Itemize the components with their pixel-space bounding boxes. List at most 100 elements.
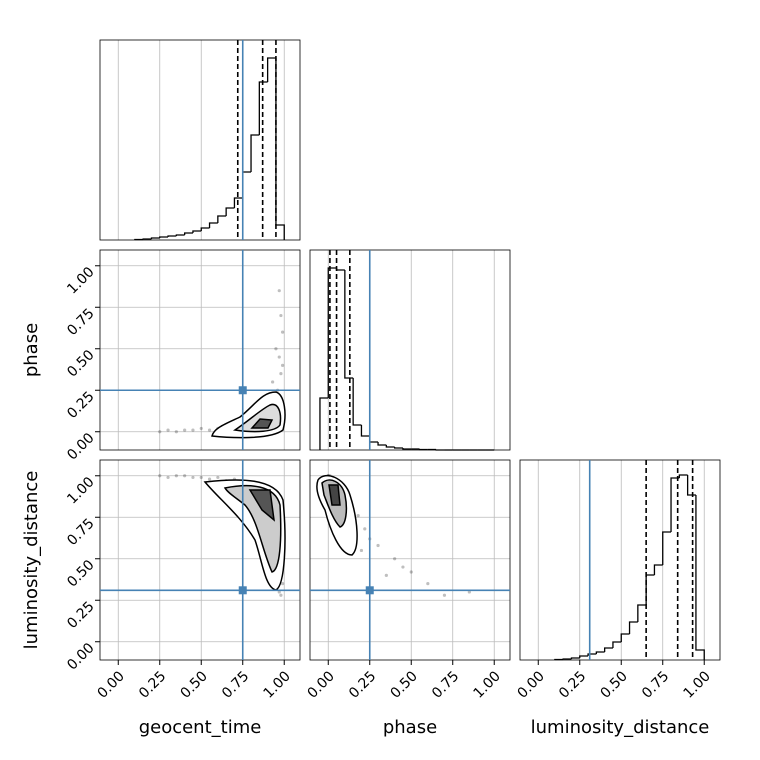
sample-point	[199, 475, 203, 480]
hist-bin	[192, 230, 202, 233]
hist-bin	[377, 442, 387, 446]
hist-bin	[275, 58, 285, 240]
hist-bin	[225, 207, 235, 216]
sample-point	[174, 430, 178, 434]
sample-point	[409, 570, 413, 574]
sample-point	[401, 565, 405, 569]
truth-marker	[238, 386, 247, 395]
hist-bin	[150, 237, 160, 239]
x-tick-label: 0.50	[388, 668, 421, 701]
sample-point	[207, 477, 212, 481]
truth-marker	[365, 586, 374, 595]
sample-point	[277, 355, 281, 359]
sample-point	[158, 430, 162, 434]
hist-bin	[159, 236, 169, 238]
hist-bin	[250, 134, 260, 172]
hist-bin	[402, 448, 412, 450]
sample-point	[376, 543, 380, 548]
x-axis-label: luminosity_distance	[531, 717, 710, 738]
sample-point	[467, 590, 471, 594]
sample-point	[442, 593, 447, 597]
sample-point	[207, 428, 212, 432]
sample-point	[279, 313, 283, 318]
y-tick-label: 0.25	[64, 389, 97, 422]
hist-bin	[233, 197, 243, 208]
panel-frame	[309, 459, 511, 661]
hist-bin	[595, 651, 605, 654]
hist-bin	[637, 604, 647, 622]
y-tick-label: 0.75	[64, 516, 97, 549]
x-tick-label: 0.75	[219, 668, 252, 701]
panel-frame	[99, 249, 301, 451]
sample-point	[280, 330, 285, 334]
contour	[250, 418, 274, 429]
x-tick-label: 0.75	[639, 668, 672, 701]
hist-bin	[369, 436, 379, 443]
sample-point	[183, 474, 187, 478]
hist-bin	[645, 574, 655, 605]
sample-point	[393, 557, 397, 561]
y-tick-label: 0.00	[64, 640, 97, 673]
scatter-layer	[158, 289, 471, 597]
sample-point	[274, 347, 278, 351]
truth-marker	[238, 586, 247, 595]
sample-point	[279, 593, 283, 597]
x-tick-label: 0.50	[598, 668, 631, 701]
hist-bin	[175, 234, 185, 236]
x-tick-label: 1.00	[681, 668, 714, 701]
y-tick-label: 1.00	[64, 264, 97, 297]
sample-point	[384, 573, 388, 577]
x-tick-label: 0.75	[429, 668, 462, 701]
x-tick-label: 0.25	[346, 668, 379, 701]
sample-point	[199, 426, 203, 431]
hist-bin	[603, 647, 613, 652]
panel-frame	[309, 249, 511, 451]
x-tick-label: 1.00	[261, 668, 294, 701]
hist-bin	[628, 621, 638, 634]
x-tick-label: 0.50	[178, 668, 211, 701]
y-tick-label: 0.00	[64, 430, 97, 463]
y-tick-label: 0.25	[64, 599, 97, 632]
x-tick-label: 0.00	[305, 668, 338, 701]
sample-point	[280, 363, 285, 367]
hist-bin	[352, 378, 362, 426]
sample-point	[183, 428, 187, 432]
hist-bin	[167, 235, 177, 237]
hist-bin	[612, 641, 622, 648]
hist-bin	[258, 81, 268, 135]
sample-point	[191, 428, 195, 432]
sample-point	[426, 582, 430, 586]
hist-bin	[620, 633, 630, 642]
sample-point	[271, 380, 275, 384]
hist-bin	[686, 475, 696, 496]
x-tick-label: 0.00	[95, 668, 128, 701]
hist-bin	[435, 449, 445, 451]
panel-frame	[519, 459, 721, 661]
x-axis-label: phase	[383, 717, 437, 738]
panel-frame	[99, 39, 301, 241]
x-tick-label: 0.00	[515, 668, 548, 701]
sample-point	[158, 474, 162, 478]
hist-bin	[678, 474, 688, 478]
overlay-layer: 0.000.250.500.751.00phase0.000.000.250.2…	[21, 39, 721, 738]
hist-bin	[266, 57, 276, 82]
y-tick-label: 0.50	[64, 347, 97, 380]
sample-point	[359, 548, 364, 553]
hist-bin	[653, 564, 663, 575]
hist-bin	[217, 215, 227, 223]
hist-bin	[587, 653, 597, 656]
sample-point	[279, 372, 283, 376]
hist-bin	[393, 447, 403, 449]
y-axis-label: luminosity_distance	[21, 471, 42, 650]
sample-point	[166, 475, 170, 480]
hist-bin	[360, 425, 370, 437]
x-tick-label: 1.00	[471, 668, 504, 701]
y-axis-label: phase	[21, 323, 42, 377]
sample-point	[363, 527, 367, 531]
hist-bin	[418, 448, 428, 451]
y-tick-label: 1.00	[64, 474, 97, 507]
panel-frame	[99, 459, 301, 661]
hist-bin	[327, 267, 337, 398]
x-tick-label: 0.25	[556, 668, 589, 701]
